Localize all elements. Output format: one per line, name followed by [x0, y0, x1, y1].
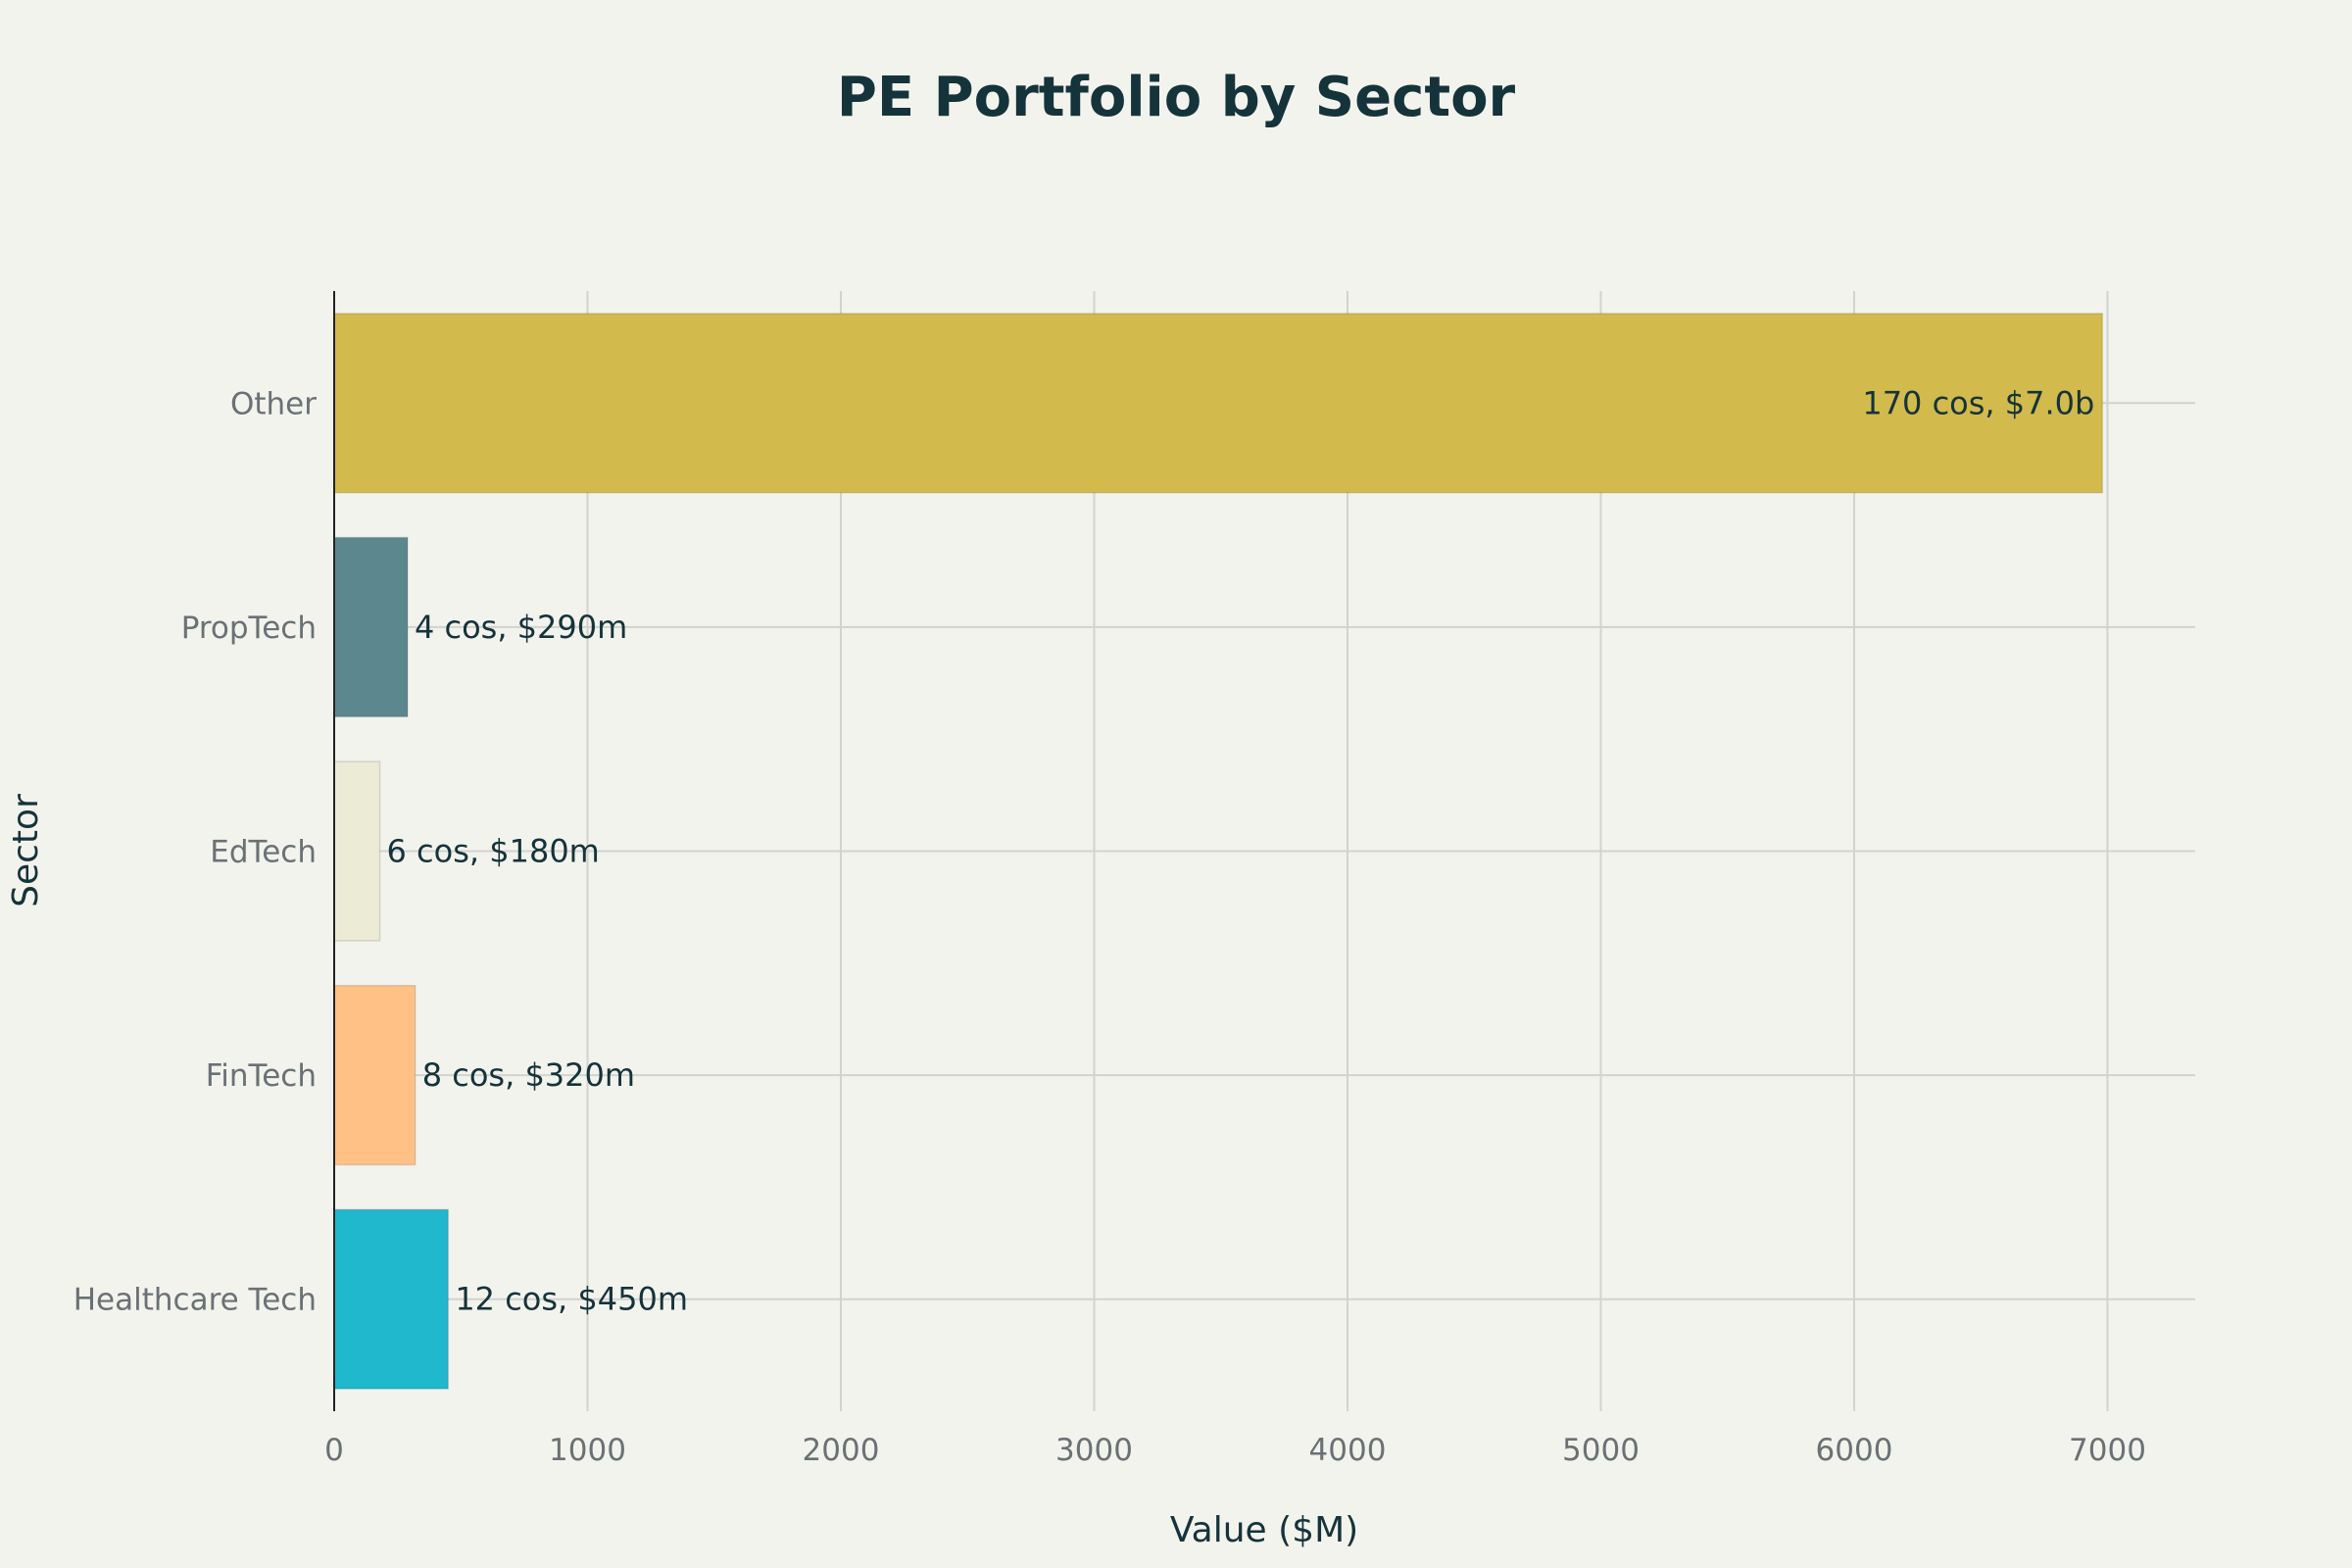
x-tick-label: 1000: [549, 1433, 626, 1468]
x-axis-title: Value ($M): [1170, 1510, 1358, 1550]
y-tick-labels: Healthcare Tech FinTech EdTech PropTech Othe…: [74, 386, 318, 1317]
data-label-proptech: 4 cos, $290m: [415, 609, 627, 646]
data-label-other: 170 cos, $7.0b: [1862, 384, 2094, 421]
x-tick-labels: 0 1000 2000 3000 4000 5000 6000 7000: [324, 1433, 2146, 1468]
x-tick-label: 4000: [1309, 1433, 1387, 1468]
x-tick-label: 7000: [2069, 1433, 2146, 1468]
x-tick-label: 5000: [1562, 1433, 1640, 1468]
data-labels-layer: 12 cos, $450m 8 cos, $320m 6 cos, $180m 4 c…: [387, 384, 2095, 1317]
y-axis-title: Sector: [6, 794, 46, 907]
bar-edtech[interactable]: [333, 760, 381, 942]
x-tick-label: 3000: [1055, 1433, 1133, 1468]
x-tick-label: 0: [324, 1433, 344, 1468]
x-tick-label: 2000: [803, 1433, 880, 1468]
chart-title: PE Portfolio by Sector: [837, 66, 1516, 129]
bar-healthcare-tech[interactable]: [333, 1208, 450, 1390]
bar-fintech[interactable]: [333, 984, 416, 1166]
y-tick-label: EdTech: [210, 835, 317, 870]
bar-other[interactable]: [333, 313, 2104, 494]
y-tick-label: FinTech: [206, 1058, 317, 1094]
bar-proptech[interactable]: [333, 536, 409, 718]
data-label-fintech: 8 cos, $320m: [422, 1056, 635, 1094]
y-tick-label: PropTech: [181, 611, 317, 646]
x-tick-label: 6000: [1816, 1433, 1893, 1468]
data-label-edtech: 6 cos, $180m: [387, 833, 600, 870]
y-tick-label: Healthcare Tech: [74, 1283, 317, 1318]
y-tick-label: Other: [230, 386, 317, 421]
bars-layer: [333, 313, 2104, 1390]
data-label-healthcare-tech: 12 cos, $450m: [455, 1281, 688, 1318]
